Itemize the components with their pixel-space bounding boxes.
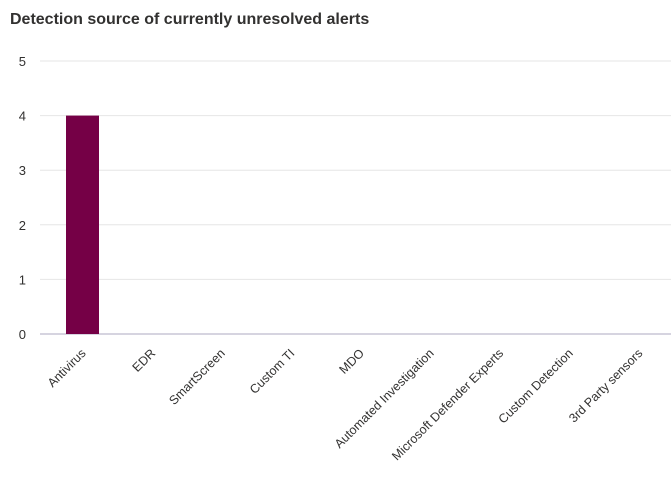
bar-antivirus [66,115,99,334]
x-tick-label: Antivirus [45,346,89,390]
y-tick-label: 5 [19,54,26,69]
y-tick-label: 1 [19,272,26,287]
y-tick-label: 4 [19,109,26,124]
y-tick-label: 3 [19,163,26,178]
x-tick-label: Custom Detection [496,346,576,426]
x-tick-label: SmartScreen [166,346,228,408]
x-tick-label: MDO [336,346,367,377]
y-tick-label: 2 [19,218,26,233]
x-tick-label: Custom TI [247,346,298,397]
x-tick-label: EDR [130,346,159,375]
x-tick-label: Microsoft Defender Experts [389,346,506,463]
x-tick-label: 3rd Party sensors [566,346,645,425]
y-tick-label: 0 [19,327,26,342]
chart-title: Detection source of currently unresolved… [10,11,370,28]
